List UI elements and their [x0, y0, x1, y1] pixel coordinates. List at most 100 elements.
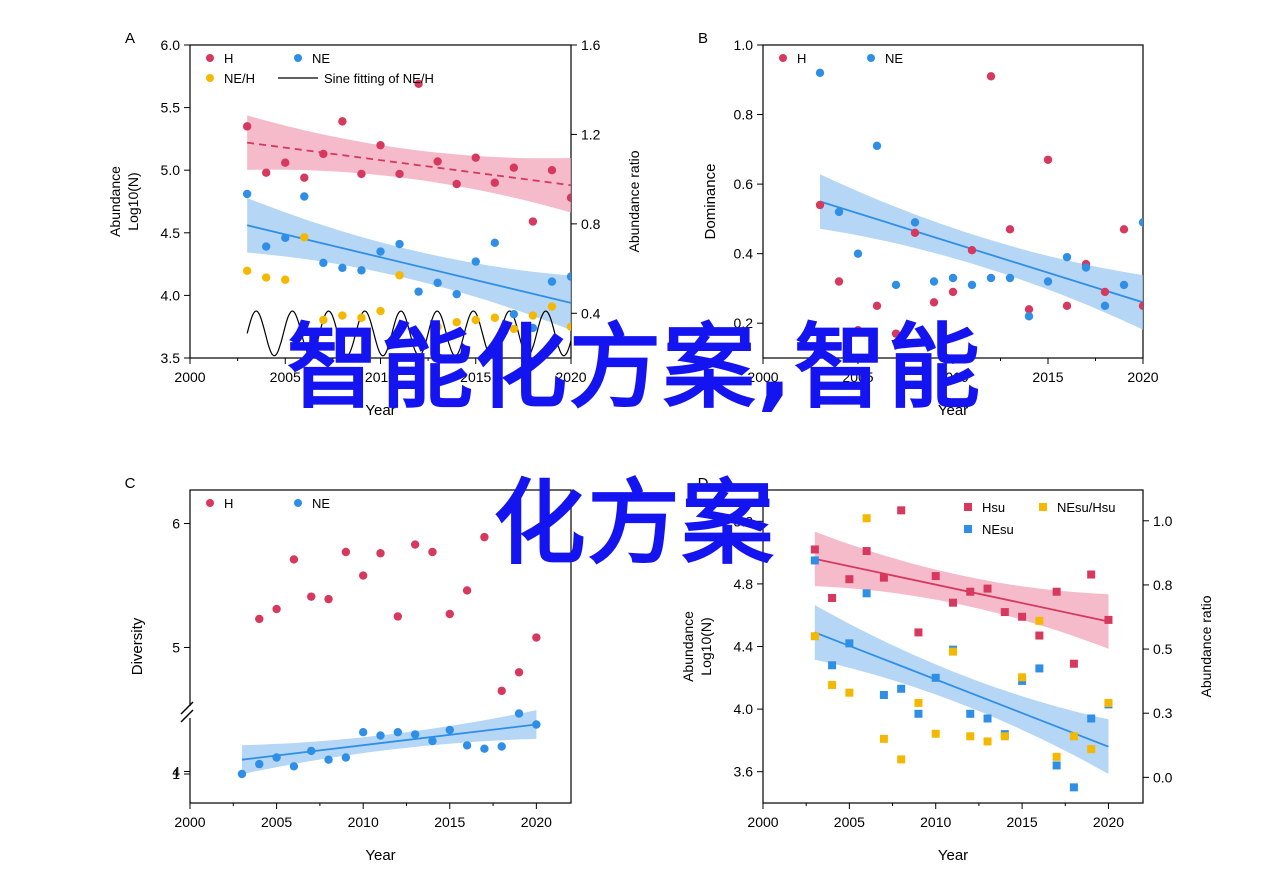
- point-ne: [272, 753, 281, 762]
- watermark-overlay-line-2: 化方案: [493, 470, 776, 577]
- point-ne: [341, 753, 351, 762]
- x-tick-label: 2020: [1127, 369, 1158, 385]
- point-ne: [497, 742, 506, 751]
- point-h: [929, 298, 939, 307]
- point-hsu: [1087, 570, 1096, 579]
- point-h: [319, 149, 328, 159]
- point-ne: [376, 247, 385, 256]
- point-h: [452, 179, 461, 189]
- point-hsu: [983, 584, 992, 593]
- y-tick-label: 4.0: [734, 701, 754, 717]
- y2-tick-label: 0.3: [1153, 705, 1173, 721]
- legend-marker-ne: [294, 499, 302, 507]
- x-tick-label: 2010: [920, 814, 951, 830]
- panel-letter: B: [698, 30, 708, 47]
- y-tick-label: 4: [172, 763, 180, 779]
- legend-label-ratio: NEsu/Hsu: [1057, 500, 1116, 515]
- plot-area: [810, 506, 1113, 792]
- y-tick-label: 5.5: [161, 100, 181, 116]
- point-hsu: [1035, 631, 1044, 640]
- point-ne: [414, 287, 423, 296]
- x-tick-label: 2015: [1007, 814, 1038, 830]
- point-h: [532, 633, 541, 642]
- y-tick-label: 3.6: [734, 764, 754, 780]
- x-tick-label: 2010: [348, 814, 379, 830]
- x-tick-label: 2005: [834, 814, 865, 830]
- legend-marker-ne: [294, 54, 302, 62]
- point-hsu: [828, 593, 837, 602]
- panel-C: 2000 2005 2010 2015 2020 Year 14 5 6 Diversity C H N…: [125, 475, 572, 864]
- point-ne: [1100, 301, 1110, 311]
- point-ne: [1024, 312, 1034, 321]
- point-ne: [428, 736, 437, 746]
- point-h: [281, 158, 290, 167]
- legend-marker-hsu: [964, 503, 972, 511]
- point-nesu: [983, 714, 992, 723]
- y-tick-label: 6: [172, 515, 180, 531]
- point-h: [1119, 225, 1129, 234]
- point-hsu: [1000, 608, 1009, 617]
- point-hsu: [845, 575, 854, 584]
- y2-tick-label: 0.8: [1153, 577, 1173, 593]
- point-neh: [471, 315, 480, 325]
- x-tick-label: 2005: [842, 369, 873, 385]
- point-h: [410, 540, 420, 549]
- y-tick-label: 5.2: [734, 513, 754, 529]
- point-ne: [237, 769, 247, 779]
- point-hsu: [897, 506, 906, 515]
- panel-letter: D: [698, 475, 709, 492]
- point-h: [815, 200, 825, 210]
- point-h: [948, 287, 958, 297]
- legend-marker-ne: [867, 54, 875, 62]
- point-ne: [281, 233, 290, 243]
- point-neh: [433, 322, 442, 331]
- point-ne: [307, 746, 316, 756]
- point-h: [1138, 301, 1143, 311]
- point-ne: [547, 277, 557, 286]
- fit-line-h: [247, 141, 571, 187]
- point-h: [1005, 225, 1015, 234]
- point-neh: [414, 338, 423, 347]
- x-tick-label: 2020: [1093, 814, 1124, 830]
- axis-break-mark: [180, 701, 194, 715]
- point-neh: [509, 324, 519, 334]
- point-nesu: [966, 709, 975, 718]
- legend-label-h: H: [224, 51, 233, 66]
- y2-axis-label: Abundance ratio: [1198, 595, 1214, 697]
- point-ne: [395, 239, 404, 249]
- x-tick-label: 2020: [555, 369, 586, 385]
- point-hsu: [1052, 587, 1061, 596]
- point-ne: [338, 263, 347, 273]
- point-neh: [281, 275, 290, 284]
- point-nesu: [897, 684, 906, 693]
- point-neh: [300, 233, 309, 242]
- y-tick-label: 0.4: [734, 246, 754, 262]
- x-tick-label: 2015: [1032, 369, 1063, 385]
- point-ne: [410, 730, 420, 739]
- legend-label-hsu: Hsu: [982, 500, 1005, 515]
- point-ne: [1005, 273, 1015, 283]
- y2-tick-label: 1.2: [581, 126, 601, 142]
- y-tick-label: 4.5: [161, 225, 181, 241]
- point-h: [307, 592, 316, 601]
- point-neh: [262, 273, 271, 282]
- watermark-overlay-line-1: 智能化方案,智能: [287, 314, 982, 421]
- point-h: [490, 178, 499, 187]
- point-h: [393, 612, 403, 621]
- point-nesuhsu: [931, 729, 940, 738]
- legend-label-h: H: [224, 496, 233, 511]
- legend: Hsu NEsu/Hsu NEsu: [964, 500, 1116, 537]
- point-nesuhsu: [862, 514, 871, 523]
- fit-line-nesu: [814, 631, 1109, 748]
- point-nesu: [879, 691, 888, 700]
- x-tick-label: 2015: [460, 369, 491, 385]
- point-h: [341, 547, 351, 557]
- point-h: [262, 168, 271, 177]
- axis-break-mark: [180, 709, 194, 723]
- plot-area: [242, 79, 571, 357]
- point-h: [300, 173, 309, 182]
- x-axis-label: Year: [938, 402, 968, 419]
- point-ne: [255, 759, 264, 769]
- y2-tick-label: 0.8: [581, 216, 601, 232]
- point-ne: [853, 249, 863, 258]
